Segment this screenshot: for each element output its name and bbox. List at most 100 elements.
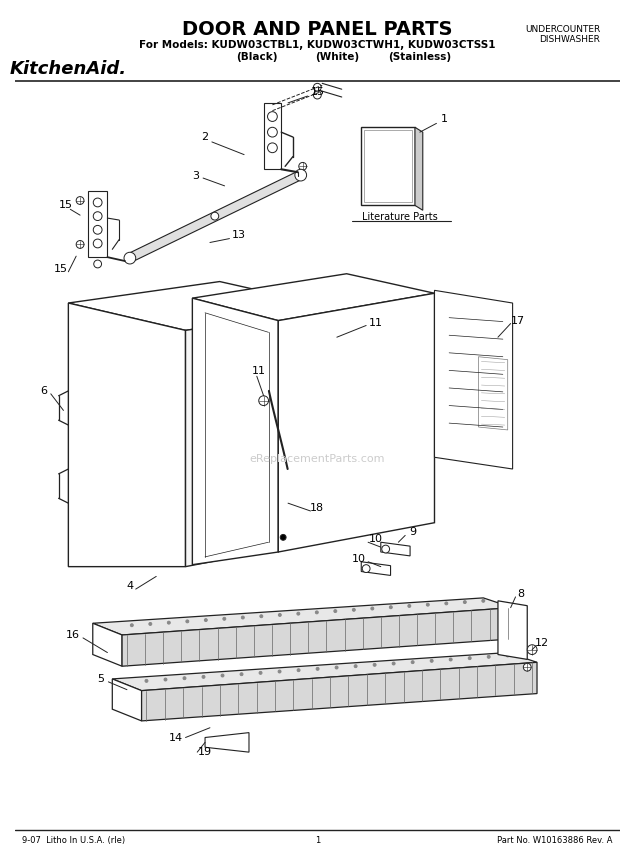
Polygon shape	[192, 274, 435, 321]
Circle shape	[130, 624, 133, 627]
Circle shape	[124, 253, 136, 264]
Polygon shape	[435, 290, 513, 469]
Text: 17: 17	[510, 316, 525, 325]
Text: 9-07  Litho In U.S.A. (rle): 9-07 Litho In U.S.A. (rle)	[22, 835, 126, 845]
Polygon shape	[361, 128, 415, 205]
Circle shape	[241, 616, 244, 619]
Circle shape	[354, 665, 357, 668]
Circle shape	[314, 91, 321, 99]
Circle shape	[268, 128, 277, 137]
Circle shape	[183, 677, 186, 680]
Text: Part No. W10163886 Rev. A: Part No. W10163886 Rev. A	[497, 835, 612, 845]
Circle shape	[352, 609, 355, 611]
Circle shape	[507, 654, 509, 657]
Text: 5: 5	[97, 674, 104, 684]
Circle shape	[463, 601, 466, 603]
Polygon shape	[415, 128, 423, 211]
Circle shape	[259, 395, 268, 406]
Text: 15: 15	[311, 87, 324, 97]
Polygon shape	[192, 298, 278, 565]
Circle shape	[164, 678, 167, 681]
Circle shape	[167, 621, 170, 624]
Text: 3: 3	[192, 171, 199, 181]
Circle shape	[408, 604, 411, 608]
Text: 11: 11	[252, 366, 266, 377]
Text: 10: 10	[352, 554, 365, 564]
Text: 8: 8	[517, 589, 524, 599]
Circle shape	[362, 565, 370, 573]
Circle shape	[392, 662, 395, 665]
Text: 6: 6	[40, 386, 48, 395]
Text: 13: 13	[232, 229, 246, 240]
Text: 19: 19	[198, 747, 212, 758]
Circle shape	[445, 602, 448, 605]
Circle shape	[76, 241, 84, 248]
Text: 16: 16	[66, 630, 80, 640]
Polygon shape	[498, 601, 527, 659]
Circle shape	[268, 143, 277, 152]
Polygon shape	[185, 308, 337, 567]
Text: For Models: KUDW03CTBL1, KUDW03CTWH1, KUDW03CTSS1: For Models: KUDW03CTBL1, KUDW03CTWH1, KU…	[139, 40, 495, 51]
Circle shape	[299, 163, 307, 170]
Circle shape	[297, 669, 300, 672]
Text: 15: 15	[58, 200, 73, 211]
Circle shape	[205, 619, 207, 621]
Text: 4: 4	[126, 581, 133, 591]
Circle shape	[316, 668, 319, 670]
Circle shape	[314, 83, 321, 91]
Circle shape	[278, 614, 281, 616]
Circle shape	[373, 663, 376, 666]
Circle shape	[468, 657, 471, 660]
Circle shape	[280, 534, 286, 540]
Text: 2: 2	[202, 132, 208, 142]
Polygon shape	[381, 542, 410, 556]
Text: 11: 11	[369, 318, 383, 328]
Circle shape	[94, 260, 102, 268]
Polygon shape	[141, 663, 537, 721]
Text: 9: 9	[409, 527, 417, 538]
Text: (Black): (Black)	[236, 52, 278, 62]
Text: UNDERCOUNTER: UNDERCOUNTER	[525, 25, 601, 34]
Text: (White): (White)	[315, 52, 359, 62]
Circle shape	[297, 612, 300, 615]
Circle shape	[316, 611, 318, 614]
Text: Literature Parts: Literature Parts	[363, 212, 438, 222]
Polygon shape	[93, 623, 122, 666]
Circle shape	[145, 680, 148, 682]
Circle shape	[223, 617, 226, 621]
Text: KitchenAid.: KitchenAid.	[10, 60, 127, 78]
Text: 1: 1	[441, 115, 448, 124]
Circle shape	[93, 239, 102, 248]
Text: 18: 18	[310, 503, 324, 513]
Text: 15: 15	[53, 264, 68, 274]
Circle shape	[334, 609, 337, 613]
Polygon shape	[122, 608, 513, 666]
Polygon shape	[112, 679, 141, 721]
Text: DOOR AND PANEL PARTS: DOOR AND PANEL PARTS	[182, 21, 453, 39]
Polygon shape	[68, 282, 337, 330]
Circle shape	[278, 670, 281, 673]
Text: DISHWASHER: DISHWASHER	[539, 35, 601, 44]
Circle shape	[427, 603, 429, 606]
Circle shape	[240, 673, 243, 675]
Text: eReplacementParts.com: eReplacementParts.com	[250, 455, 385, 464]
Circle shape	[93, 198, 102, 207]
Polygon shape	[264, 103, 281, 169]
Circle shape	[93, 225, 102, 235]
Text: 12: 12	[535, 638, 549, 648]
Polygon shape	[479, 357, 508, 430]
Circle shape	[260, 615, 263, 618]
Text: 10: 10	[369, 534, 383, 544]
Polygon shape	[88, 191, 107, 257]
Text: 1: 1	[315, 835, 320, 845]
Circle shape	[186, 620, 188, 623]
Polygon shape	[68, 303, 185, 567]
Circle shape	[93, 211, 102, 221]
Circle shape	[450, 658, 452, 661]
Circle shape	[430, 659, 433, 663]
Circle shape	[202, 675, 205, 678]
Polygon shape	[278, 294, 435, 552]
Circle shape	[411, 661, 414, 663]
Polygon shape	[127, 171, 303, 262]
Circle shape	[211, 212, 219, 220]
